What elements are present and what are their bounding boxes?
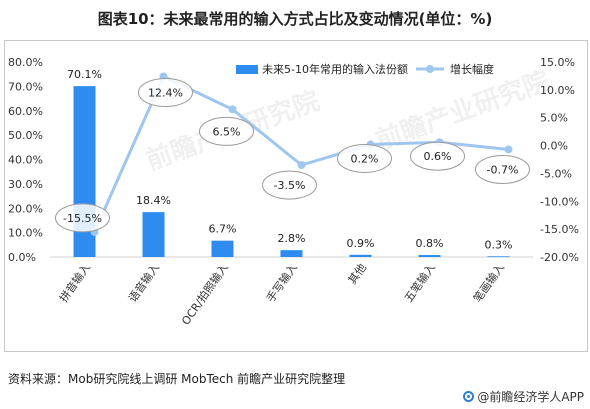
growth-value-label: 12.4% <box>148 86 183 99</box>
chart-title: 图表10：未来最常用的输入方式占比及变动情况(单位：%) <box>97 10 493 28</box>
combo-chart: 前瞻产业研究院前瞻产业研究院0.0%10.0%20.0%30.0%40.0%50… <box>8 56 579 328</box>
bar-value-label: 70.1% <box>67 68 102 81</box>
growth-point <box>228 105 237 114</box>
x-tick-label: OCR/拍照输入 <box>178 261 231 328</box>
growth-value-label: 0.6% <box>424 150 452 163</box>
legend-line-label: 增长幅度 <box>450 62 494 76</box>
y-right-tick-label: 15.0% <box>540 56 575 69</box>
bar-value-label: 2.8% <box>278 232 306 245</box>
bar-rect <box>280 250 303 257</box>
growth-value-label: 0.2% <box>351 152 379 165</box>
growth-point <box>504 145 513 154</box>
y-left-tick-label: 80.0% <box>8 56 43 69</box>
x-tick-label: 笔画输入 <box>470 261 507 305</box>
growth-label-bubble <box>138 77 193 107</box>
growth-value-label: 6.5% <box>213 125 241 138</box>
y-right-tick-label: 10.0% <box>540 84 575 97</box>
y-left-tick-label: 50.0% <box>8 129 43 142</box>
y-right-tick-label: 0.0% <box>540 140 568 153</box>
legend-line-marker <box>426 65 434 73</box>
source-note: 资料来源：Mob研究院线上调研 MobTech 前瞻产业研究院整理 <box>8 372 346 386</box>
chart-frame <box>4 40 588 352</box>
bar-rect <box>418 255 441 257</box>
bar-rect <box>487 256 510 258</box>
bar-value-label: 18.4% <box>136 194 171 207</box>
x-tick-label: 五笔输入 <box>401 261 438 305</box>
y-left-tick-label: 30.0% <box>8 178 43 191</box>
bar-rect <box>349 254 372 257</box>
growth-label-bubble <box>199 116 254 146</box>
x-tick-label: 手写输入 <box>263 261 300 305</box>
y-right-tick-label: -15.0% <box>540 223 579 236</box>
growth-label-bubble <box>55 203 110 233</box>
y-right-tick-label: -5.0% <box>540 167 572 180</box>
y-right-tick-label: -10.0% <box>540 195 579 208</box>
growth-label-bubble <box>262 170 317 200</box>
bar-value-label: 0.9% <box>347 237 375 250</box>
bar-rect <box>142 212 165 257</box>
legend-bar-swatch <box>236 65 258 74</box>
x-tick-label: 其他 <box>346 261 369 286</box>
y-left-tick-label: 40.0% <box>8 154 43 167</box>
y-left-tick-label: 10.0% <box>8 227 43 240</box>
growth-label-bubble <box>337 143 392 173</box>
brand-label: @前瞻经济学人APP <box>477 390 584 404</box>
y-right-tick-label: 5.0% <box>540 112 568 125</box>
bar-rect <box>211 240 234 257</box>
y-left-tick-label: 0.0% <box>8 251 36 264</box>
growth-label-bubble <box>410 141 465 171</box>
y-left-tick-label: 70.0% <box>8 80 43 93</box>
y-left-tick-label: 60.0% <box>8 105 43 118</box>
y-left-tick-label: 20.0% <box>8 202 43 215</box>
legend-bar-label: 未来5-10年常用的输入法份额 <box>262 62 408 76</box>
brand-footer: @前瞻经济学人APP <box>463 388 584 405</box>
growth-value-label: -3.5% <box>274 179 306 192</box>
bar-value-label: 0.3% <box>485 238 513 251</box>
growth-label-bubble <box>475 154 530 184</box>
y-right-tick-label: -20.0% <box>540 251 579 264</box>
growth-value-label: -0.7% <box>487 163 519 176</box>
growth-point <box>297 161 306 170</box>
x-tick-label: 语音输入 <box>125 261 162 305</box>
x-tick-label: 拼音输入 <box>56 261 93 305</box>
brand-logo-icon <box>463 391 475 402</box>
growth-value-label: -15.5% <box>63 212 102 225</box>
bar-value-label: 6.7% <box>209 223 237 236</box>
bar-value-label: 0.8% <box>416 237 444 250</box>
